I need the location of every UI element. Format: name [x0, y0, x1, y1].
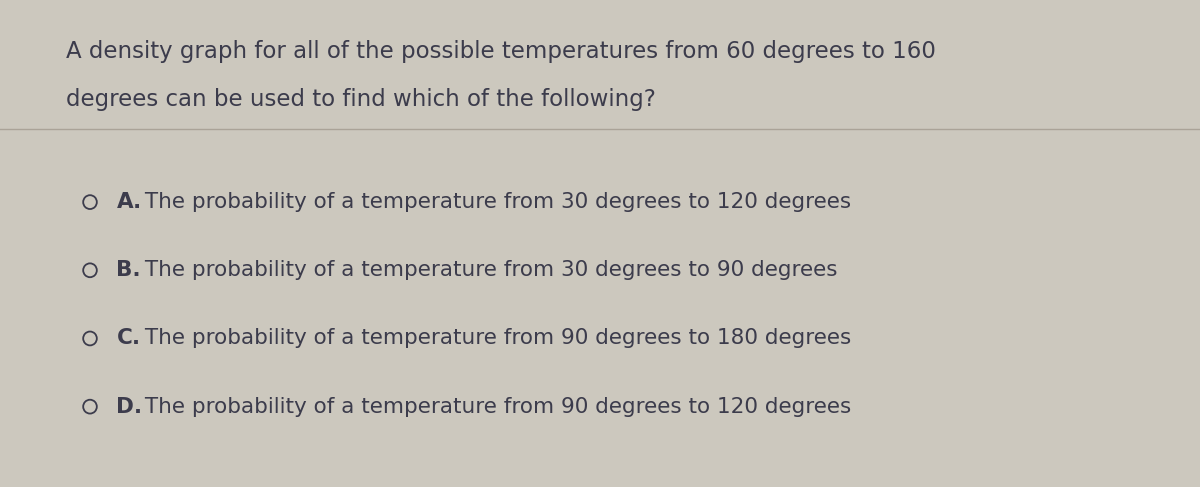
Text: D.: D.	[116, 396, 143, 417]
Text: The probability of a temperature from 30 degrees to 120 degrees: The probability of a temperature from 30…	[138, 192, 851, 212]
Text: A density graph for all of the possible temperatures from 60 degrees to 160: A density graph for all of the possible …	[66, 39, 936, 63]
Text: A.: A.	[116, 192, 142, 212]
Text: C.: C.	[116, 328, 140, 349]
Text: The probability of a temperature from 30 degrees to 90 degrees: The probability of a temperature from 30…	[138, 260, 838, 281]
Text: degrees can be used to find which of the following?: degrees can be used to find which of the…	[66, 88, 656, 112]
Text: The probability of a temperature from 90 degrees to 180 degrees: The probability of a temperature from 90…	[138, 328, 851, 349]
Text: The probability of a temperature from 90 degrees to 120 degrees: The probability of a temperature from 90…	[138, 396, 851, 417]
Text: B.: B.	[116, 260, 142, 281]
